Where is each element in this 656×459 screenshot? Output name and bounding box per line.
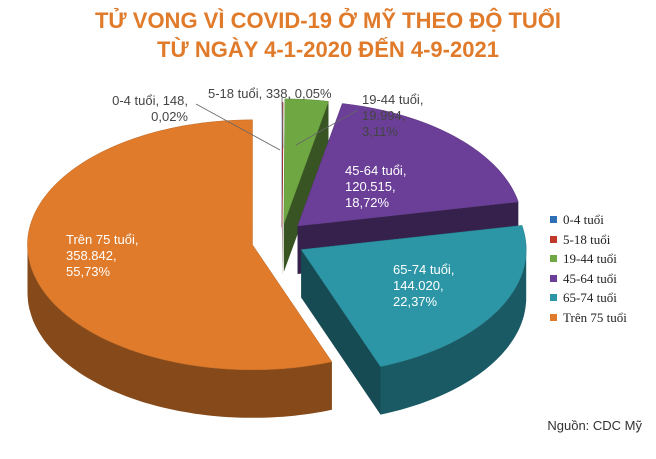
data-label: Trên 75 tuổi, 358.842, 55,73% [66,232,139,279]
leader-line [195,103,281,151]
data-label: 0-4 tuổi, 148, 0,02% [112,93,188,124]
legend-swatch [550,216,557,223]
legend-swatch [550,235,557,243]
chart-title: TỬ VONG VÌ COVID-19 Ở MỸ THEO ĐỘ TUỔI TỪ… [94,8,562,62]
data-label: 45-64 tuổi, 120.515, 18,72% [345,163,407,210]
slice-wall [27,244,332,418]
slice [300,225,527,367]
legend-label: 19-44 tuổi [563,251,617,266]
legend-swatch [550,255,557,262]
slice [27,119,333,371]
legend-label: Trên 75 tuổi [563,309,627,325]
legend-swatch [550,294,557,301]
leader-line [295,109,359,146]
slice [297,103,519,227]
slice-side [283,101,329,272]
data-label: 5-18 tuổi, 338, 0,05% [208,86,332,101]
slice-wall [380,249,527,415]
legend-swatch [550,313,557,321]
slice [283,98,329,224]
legend-label: 45-64 tuổi [563,270,617,286]
legend-swatch [550,274,557,282]
data-label: 19-44 tuổi, 19.994, 3,11% [362,92,424,139]
slice-side [301,249,381,415]
leader-line [281,97,284,149]
data-label: 65-74 tuổi, 144.020, 22,37% [393,262,455,309]
legend-label: 5-18 tuổi [563,231,611,247]
legend-label: 65-74 tuổi [563,290,617,305]
source: Nguồn: CDC Mỹ [547,418,642,433]
legend-label: 0-4 tuổi [563,212,604,227]
